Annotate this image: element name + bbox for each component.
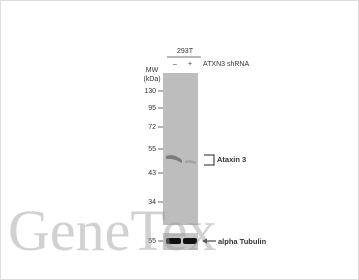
blot-figure: 293T – + ATXN3 shRNA MW (kDa) 130 95 72 …: [0, 0, 359, 280]
cell-line: 293T: [177, 48, 194, 55]
treatment-label: ATXN3 shRNA: [203, 61, 249, 68]
lane-label: +: [188, 61, 192, 68]
mw-marker: 72: [148, 124, 156, 131]
mw-marker: 43: [148, 170, 156, 177]
mw-label: (kDa): [143, 76, 160, 83]
target-label: alpha Tubulin: [218, 237, 267, 246]
mw-marker: 130: [144, 88, 156, 95]
lane-label: –: [173, 61, 177, 68]
mw-marker: 55: [148, 146, 156, 153]
mw-label: MW: [146, 67, 159, 74]
target-label: Ataxin 3: [217, 155, 246, 164]
mw-marker: 95: [148, 105, 156, 112]
watermark: GeneTex: [8, 198, 217, 263]
